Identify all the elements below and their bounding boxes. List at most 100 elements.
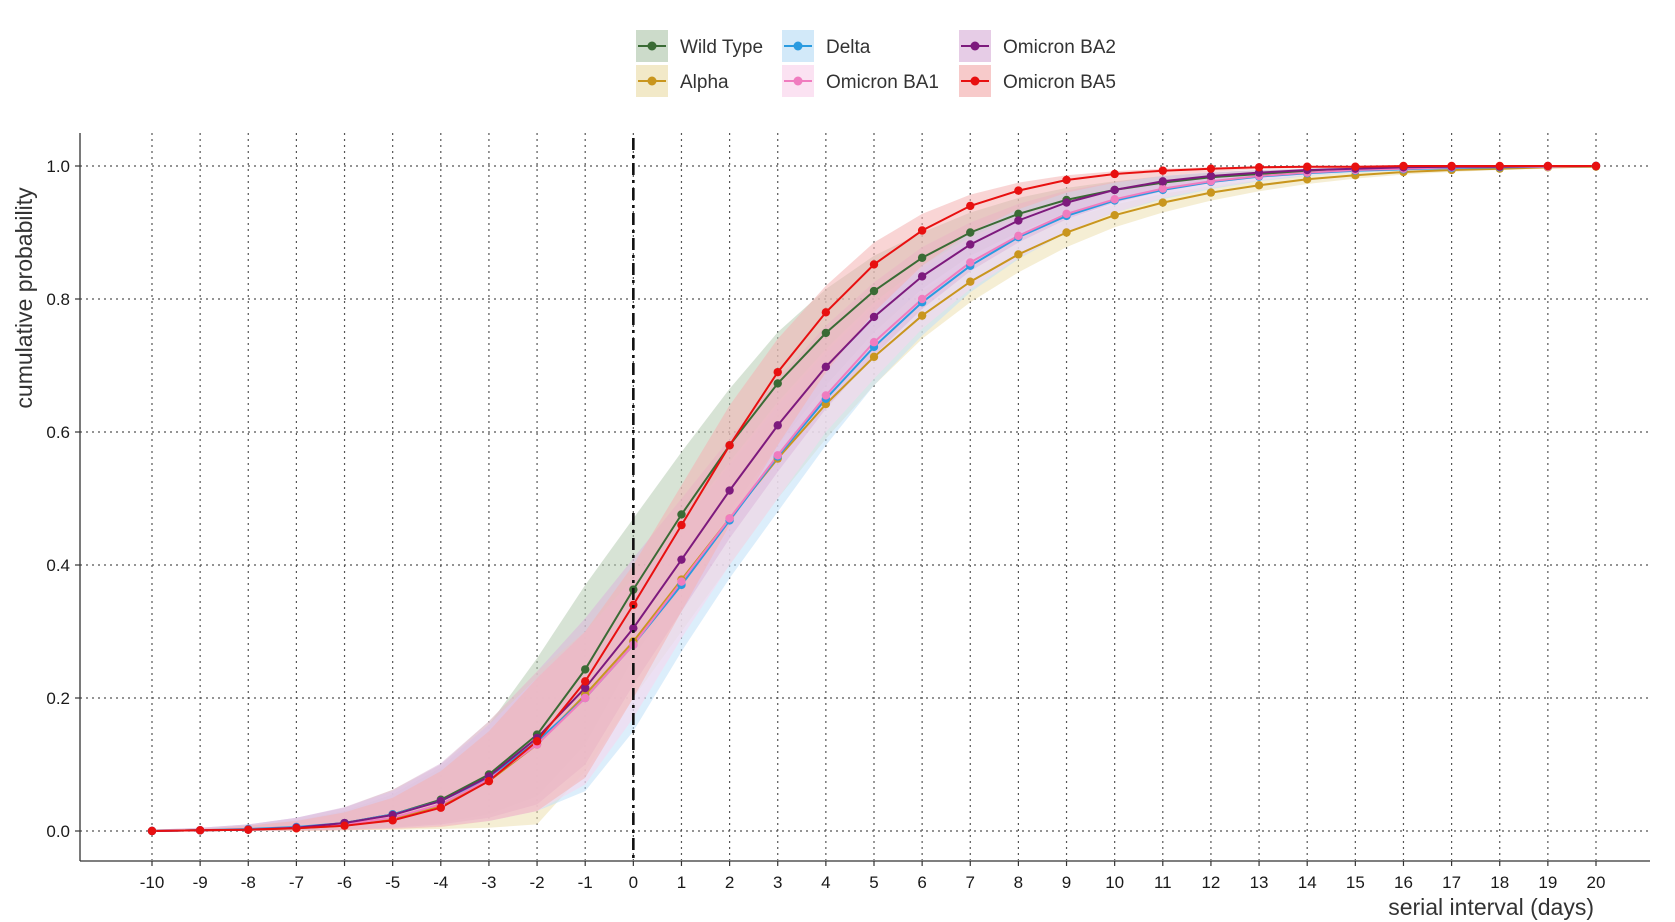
point-wild-type [869,286,879,296]
y-tick-label: 1.0 [46,157,70,176]
point-omicron-ba5 [581,677,590,686]
point-omicron-ba5 [484,776,494,786]
point-omicron-ba5 [917,226,927,235]
x-tick-label: -10 [140,873,165,892]
legend-marker [970,41,980,51]
point-omicron-ba5 [195,826,205,835]
x-tick-label: -3 [481,873,496,892]
point-omicron-ba5 [966,201,975,211]
x-tick-label: 17 [1442,873,1461,892]
x-tick-label: -2 [530,873,545,892]
point-omicron-ba2 [821,362,831,372]
x-tick-label: 1 [677,873,686,892]
x-tick-label: 2 [725,873,734,892]
point-omicron-ba1 [1110,195,1119,204]
point-omicron-ba2 [677,555,686,564]
grid [80,133,1650,860]
point-alpha [1062,228,1071,237]
point-wild-type [581,665,590,674]
point-omicron-ba2 [1062,198,1071,207]
point-omicron-ba5 [292,824,301,833]
point-omicron-ba2 [1158,177,1168,186]
tick-labels: -10 -9 -8 -7 -6 -5 -4 -3 -2 -1 0 1 2 3 4 5 6 7 8 9 10 11 12 13 1… [46,157,1605,892]
x-tick-label: -5 [385,873,400,892]
point-omicron-ba5 [1303,162,1312,171]
y-tick-label: 0.8 [46,290,70,309]
point-omicron-ba5 [1351,162,1360,171]
point-omicron-ba5 [1206,164,1216,173]
x-tick-label: -7 [289,873,304,892]
point-wild-type [677,510,686,519]
point-omicron-ba1 [821,391,831,400]
legend-marker [647,41,657,51]
point-omicron-ba2 [966,240,975,249]
point-wild-type [821,328,831,338]
x-tick-label: 20 [1587,873,1606,892]
x-tick-label: 5 [869,873,878,892]
x-tick-label: -9 [193,873,208,892]
point-wild-type [1014,209,1023,219]
x-tick-label: 16 [1394,873,1413,892]
legend-label: Alpha [680,72,729,93]
legend-item-alpha: Alpha [636,65,729,97]
point-omicron-ba5 [1495,161,1504,171]
x-tick-label: -1 [578,873,593,892]
point-omicron-ba1 [917,294,927,304]
point-omicron-ba2 [725,486,734,495]
point-omicron-ba5 [1543,161,1553,171]
point-omicron-ba5 [869,260,879,269]
point-omicron-ba2 [773,421,782,430]
point-alpha [1254,181,1264,190]
legend-marker [793,76,803,86]
legend-label: Omicron BA2 [1003,37,1116,58]
legend-label: Wild Type [680,37,763,58]
point-omicron-ba2 [436,796,445,806]
x-tick-label: 8 [1014,873,1023,892]
point-omicron-ba5 [1158,166,1168,175]
point-omicron-ba5 [773,367,782,377]
point-wild-type [773,379,782,388]
x-tick-label: 7 [966,873,975,892]
legend-item-delta: Delta [782,30,871,62]
point-omicron-ba5 [821,308,831,317]
legend-label: Delta [826,37,871,58]
legend: Wild Type Alpha Delta Omicron BA1 Omicron BA… [636,30,1116,97]
legend-marker [647,76,657,86]
point-omicron-ba2 [581,683,590,693]
point-omicron-ba5 [1399,161,1408,171]
legend-item-wild-type: Wild Type [636,30,763,62]
point-alpha [1110,211,1119,220]
point-alpha [1158,198,1168,207]
point-omicron-ba5 [1591,161,1601,171]
x-tick-label: 10 [1105,873,1124,892]
point-omicron-ba5 [1062,175,1071,185]
point-alpha [869,352,879,362]
x-tick-label: -8 [241,873,256,892]
point-omicron-ba5 [532,737,542,746]
legend-item-omicron-ba1: Omicron BA1 [782,65,939,97]
point-omicron-ba5 [340,821,349,830]
legend-item-omicron-ba2: Omicron BA2 [959,30,1116,62]
point-omicron-ba5 [1014,186,1023,195]
point-omicron-ba1 [581,693,590,703]
y-tick-label: 0.2 [46,689,70,708]
x-tick-label: 4 [821,873,830,892]
legend-marker [793,41,803,51]
legend-label: Omicron BA5 [1003,72,1116,93]
point-omicron-ba5 [388,816,397,825]
y-tick-label: 0.0 [46,822,70,841]
point-omicron-ba1 [1014,231,1023,241]
x-tick-label: 3 [773,873,782,892]
point-omicron-ba2 [629,623,638,633]
point-omicron-ba1 [1158,184,1168,193]
confidence-bands [152,166,1596,831]
point-omicron-ba1 [1062,209,1071,219]
y-tick-label: 0.6 [46,423,70,442]
x-tick-label: 12 [1201,873,1220,892]
point-wild-type [917,253,927,262]
point-omicron-ba2 [1206,171,1216,181]
legend-label: Omicron BA1 [826,72,939,93]
x-tick-label: 19 [1538,873,1557,892]
point-omicron-ba1 [966,258,975,267]
y-axis-title: cumulative probability [11,187,37,409]
